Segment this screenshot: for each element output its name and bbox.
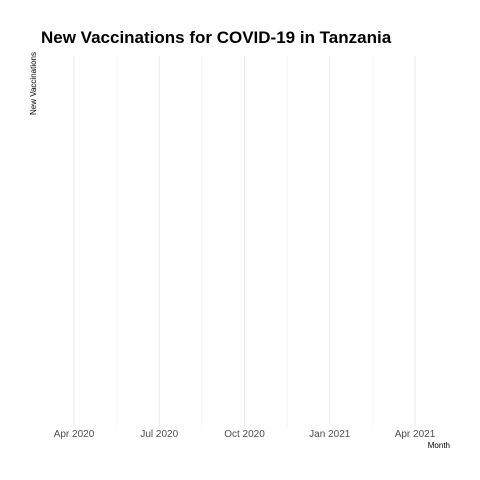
x-tick-label: Apr 2020: [54, 429, 95, 440]
x-axis-label: Month: [428, 441, 450, 450]
chart-title: New Vaccinations for COVID-19 in Tanzani…: [41, 28, 392, 47]
y-axis-label: New Vaccinations: [29, 52, 38, 115]
x-tick-label: Apr 2021: [395, 429, 436, 440]
x-tick-label: Jul 2020: [140, 429, 178, 440]
x-tick-labels: Apr 2020 Jul 2020 Oct 2020 Jan 2021 Apr 2021: [54, 429, 436, 440]
x-tick-label: Oct 2020: [224, 429, 265, 440]
x-tick-label: Jan 2021: [309, 429, 351, 440]
gridlines: [73, 56, 416, 426]
